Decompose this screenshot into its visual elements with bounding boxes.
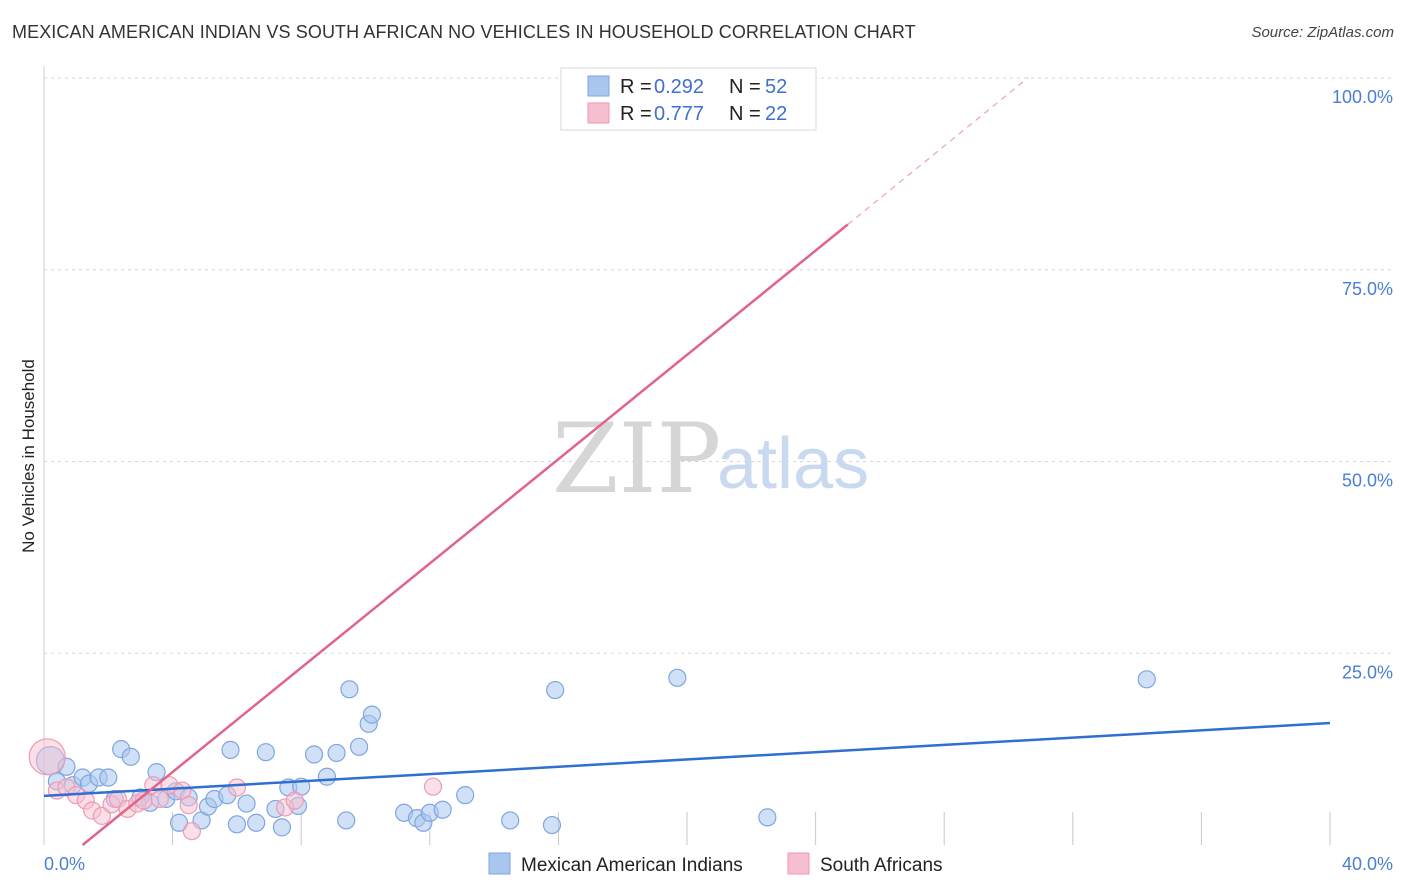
legend-r-value-blue: 0.292 (654, 76, 704, 98)
data-point-south-africans (285, 791, 304, 810)
data-point-south-africans (28, 738, 66, 776)
data-point-mexican-american-indians (121, 747, 140, 766)
data-point-mexican-american-indians (340, 680, 359, 699)
y-axis-title: No Vehicles in Household (19, 359, 38, 553)
top-legend: R = 0.292 N = 52 R = 0.777 N = 22 (560, 67, 817, 131)
data-point-mexican-american-indians (169, 813, 189, 832)
data-point-mexican-american-indians (247, 813, 266, 832)
data-point-mexican-american-indians (1137, 670, 1156, 689)
data-point-mexican-american-indians (433, 800, 452, 819)
data-point-mexican-american-indians (542, 815, 562, 835)
data-point-south-africans (182, 822, 201, 841)
y-tick-labels: 25.0% 50.0% 75.0% 100.0% (1332, 87, 1393, 682)
x-tick-label: 0.0% (44, 854, 85, 874)
data-point-mexican-american-indians (221, 740, 240, 759)
y-tick-label: 25.0% (1342, 662, 1393, 682)
data-point-mexican-american-indians (317, 767, 337, 786)
bottom-legend-label-blue: Mexican American Indians (521, 855, 743, 876)
bottom-legend-swatch-blue (488, 852, 511, 875)
legend-r-value-pink: 0.777 (654, 103, 704, 125)
chart-title: MEXICAN AMERICAN INDIAN VS SOUTH AFRICAN… (12, 22, 916, 42)
trend-line-mexican-american-indians (43, 721, 1331, 798)
data-point-south-africans (179, 796, 198, 815)
data-point-mexican-american-indians (304, 745, 324, 764)
data-point-mexican-american-indians (327, 743, 346, 763)
bottom-legend: Mexican American Indians South Africans (488, 852, 943, 876)
series-south-africans (28, 738, 443, 841)
legend-n-label-blue: N = (729, 76, 761, 98)
data-point-mexican-american-indians (256, 743, 275, 762)
legend-n-value-pink: 22 (765, 103, 787, 125)
data-point-mexican-american-indians (546, 680, 565, 700)
legend-r-label-pink: R = (620, 103, 652, 125)
y-tick-label: 100.0% (1332, 87, 1393, 107)
legend-n-value-blue: 52 (765, 76, 787, 98)
data-point-mexican-american-indians (758, 808, 777, 827)
legend-r-label-blue: R = (620, 76, 652, 98)
data-point-mexican-american-indians (237, 794, 256, 813)
y-tick-label: 50.0% (1342, 471, 1393, 491)
bottom-legend-swatch-pink (787, 852, 810, 875)
trend-line-south-africans-extension (847, 77, 1029, 225)
y-tick-label: 75.0% (1342, 279, 1393, 299)
data-point-mexican-american-indians (349, 737, 369, 756)
data-point-mexican-american-indians (99, 768, 118, 787)
watermark: ZIP atlas (552, 403, 869, 515)
legend-swatch-blue (587, 75, 610, 97)
trend-line-south-africans (81, 223, 849, 846)
data-point-south-africans (423, 777, 443, 796)
source-label: Source: ZipAtlas.com (1251, 24, 1394, 41)
data-point-mexican-american-indians (227, 815, 246, 834)
data-point-mexican-american-indians (501, 811, 520, 830)
legend-swatch-pink (587, 102, 610, 124)
x-tick-labels: 0.0% 40.0% (44, 854, 1393, 874)
data-point-south-africans (227, 778, 246, 797)
data-point-mexican-american-indians (272, 818, 292, 837)
legend-n-label-pink: N = (729, 103, 761, 125)
data-point-mexican-american-indians (668, 668, 687, 687)
watermark-atlas: atlas (717, 424, 869, 504)
data-point-mexican-american-indians (362, 705, 382, 724)
data-point-mexican-american-indians (456, 786, 475, 805)
series-mexican-american-indians (35, 668, 1156, 837)
data-point-mexican-american-indians (337, 811, 356, 830)
trend-lines (43, 77, 1331, 846)
bottom-legend-label-pink: South Africans (820, 855, 943, 876)
x-tick-label: 40.0% (1342, 854, 1393, 874)
watermark-zip: ZIP (552, 403, 721, 515)
